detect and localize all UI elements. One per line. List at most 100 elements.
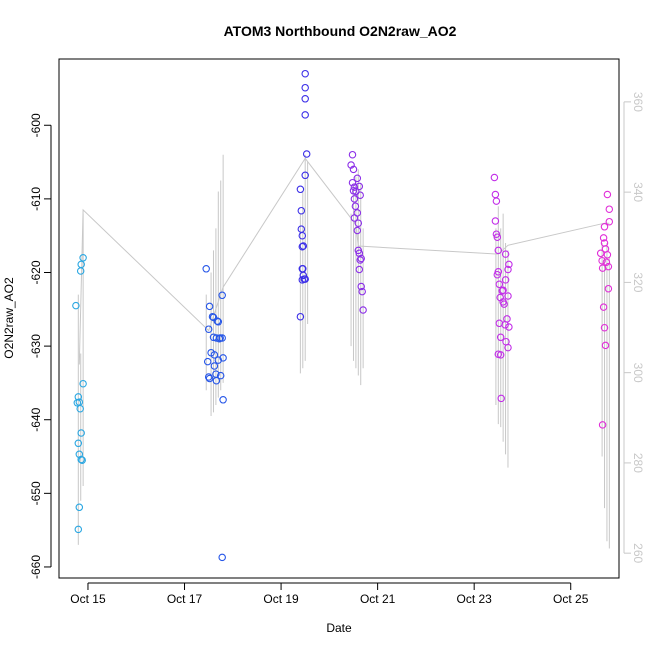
data-point <box>501 276 510 284</box>
data-point <box>212 334 221 342</box>
data-point <box>214 318 223 326</box>
data-point <box>492 230 501 238</box>
data-point <box>494 246 503 255</box>
data-point <box>490 173 499 182</box>
data-point <box>356 256 364 264</box>
data-point <box>348 150 357 159</box>
data-point <box>78 456 86 464</box>
data-point <box>491 217 500 225</box>
y2-tick-label: 300 <box>631 363 645 383</box>
y-tick-label: -650 <box>29 481 43 505</box>
data-point <box>349 165 358 174</box>
data-point <box>204 325 213 333</box>
data-point <box>350 183 359 191</box>
data-point <box>218 291 226 300</box>
data-point <box>75 503 84 512</box>
data-point <box>218 334 226 342</box>
data-point <box>598 256 606 265</box>
data-point <box>603 251 612 259</box>
data-point <box>299 242 308 250</box>
data-point <box>504 343 512 352</box>
data-point <box>491 190 500 199</box>
data-point <box>493 233 502 241</box>
trend-line <box>78 157 610 365</box>
data-point <box>208 312 217 321</box>
y2-tick-label: 360 <box>631 92 645 112</box>
data-point <box>347 161 355 169</box>
data-point <box>505 323 513 331</box>
data-point <box>76 404 84 413</box>
data-point <box>205 374 214 383</box>
data-point <box>77 455 85 464</box>
data-point <box>75 450 84 459</box>
y-tick-label: -660 <box>29 555 43 579</box>
data-point <box>218 553 226 562</box>
x-tick-label: Oct 15 <box>70 592 106 606</box>
data-point <box>296 312 305 321</box>
data-point <box>353 226 362 235</box>
y-tick-label: -600 <box>29 113 43 137</box>
data-point <box>500 300 508 308</box>
data-point <box>210 351 219 359</box>
data-point <box>605 217 614 226</box>
plot-frame <box>58 58 620 579</box>
data-point <box>205 302 214 311</box>
data-point <box>496 351 505 359</box>
data-point <box>598 421 607 429</box>
data-point <box>298 242 307 251</box>
data-point <box>599 303 608 311</box>
data-point <box>301 275 309 283</box>
data-point <box>498 287 506 295</box>
data-point <box>357 282 365 291</box>
data-point <box>605 205 614 213</box>
data-point <box>348 178 357 187</box>
y-axis-label: O2N2raw_AO2 <box>2 277 16 359</box>
data-point <box>301 171 309 180</box>
data-point <box>603 190 612 199</box>
data-point <box>301 111 309 119</box>
data-point <box>504 292 512 300</box>
data-point <box>72 301 80 310</box>
data-point <box>212 376 221 385</box>
data-point <box>79 254 87 262</box>
data-point <box>600 323 609 332</box>
data-point <box>74 439 83 448</box>
y2-tick-label: 320 <box>631 272 645 292</box>
data-point <box>79 379 87 388</box>
data-point <box>494 268 503 276</box>
data-point <box>298 231 307 240</box>
data-point <box>601 341 610 350</box>
data-point <box>299 271 308 280</box>
data-point <box>297 206 306 215</box>
data-point <box>301 69 309 78</box>
data-point <box>350 195 359 203</box>
data-point <box>215 334 224 343</box>
data-point <box>74 393 83 401</box>
data-point <box>203 357 212 366</box>
data-point <box>210 362 219 370</box>
data-point <box>219 354 227 362</box>
data-point <box>359 306 367 314</box>
data-point <box>216 371 225 380</box>
x-axis-label: Date <box>326 621 352 635</box>
data-point <box>296 185 305 194</box>
data-point <box>600 223 609 231</box>
chart-title: ATOM3 Northbound O2N2raw_AO2 <box>224 23 457 39</box>
plot-area <box>72 69 614 562</box>
data-point <box>356 191 364 199</box>
data-point <box>302 150 311 158</box>
y2-tick-label: 340 <box>631 182 645 202</box>
data-point <box>599 234 608 242</box>
data-point <box>501 250 510 258</box>
data-point <box>499 286 507 294</box>
y-tick-label: -610 <box>29 187 43 211</box>
data-point <box>503 315 511 323</box>
data-point <box>214 356 223 364</box>
x-tick-label: Oct 21 <box>360 592 396 606</box>
y-tick-label: -620 <box>29 260 43 284</box>
data-point <box>353 209 362 217</box>
data-point <box>596 249 605 258</box>
data-point <box>204 373 213 381</box>
data-point <box>352 187 360 196</box>
data-point <box>301 95 309 103</box>
